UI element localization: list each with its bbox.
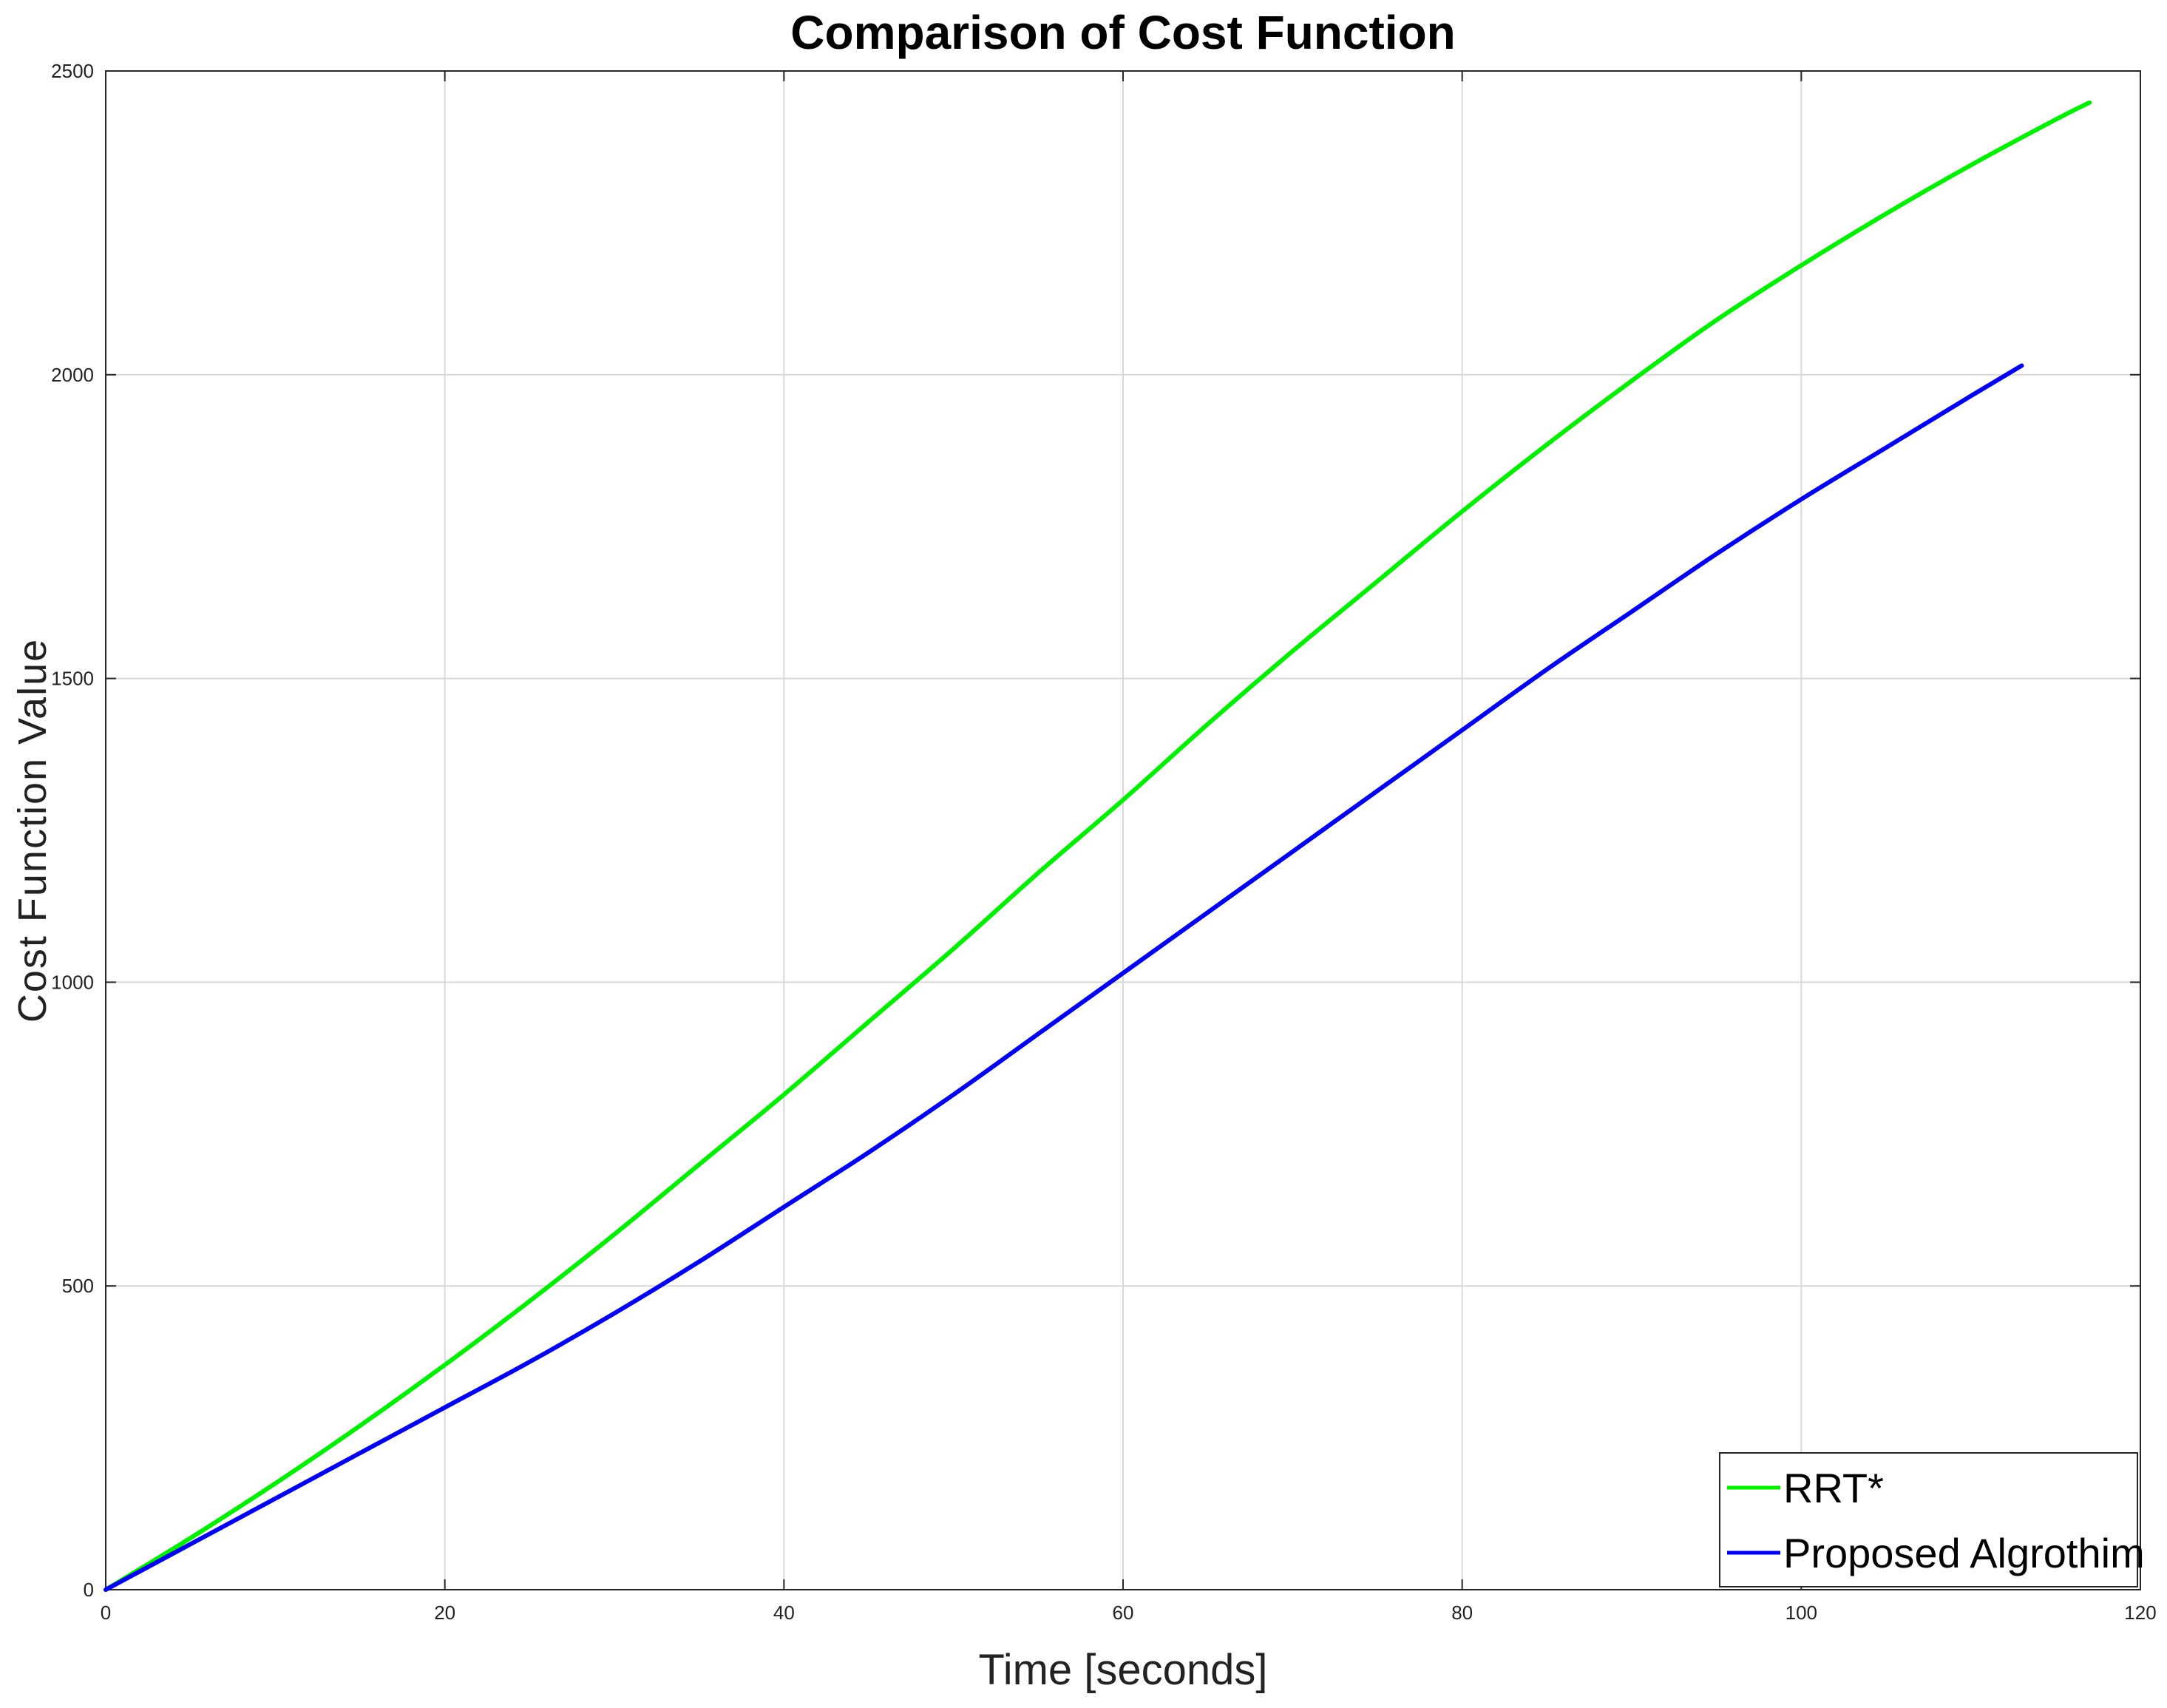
y-tick-label: 2500: [51, 60, 94, 82]
x-axis-ticks: 0 20 40 60 80 100 120: [101, 71, 2157, 1624]
x-tick-label: 20: [434, 1602, 455, 1624]
legend-box: [1719, 1452, 2138, 1587]
y-tick-label: 0: [84, 1579, 94, 1601]
series-line-rrt-star: [104, 100, 2092, 1592]
x-tick-label: 120: [2124, 1602, 2156, 1624]
grid-lines: [106, 71, 2140, 1590]
legend-label-proposed: Proposed Algrothim: [1783, 1530, 2145, 1576]
x-tick-label: 0: [101, 1602, 111, 1624]
y-tick-label: 1000: [51, 971, 94, 993]
series-line-proposed: [104, 363, 2024, 1592]
y-tick-label: 1500: [51, 668, 94, 690]
y-axis-ticks: 0 500 1000 1500 2000 2500: [51, 60, 2140, 1601]
series-lines: [104, 100, 2092, 1592]
x-tick-label: 100: [1786, 1602, 1817, 1624]
chart-title: Comparison of Cost Function: [790, 6, 1456, 59]
x-tick-label: 40: [773, 1602, 795, 1624]
y-axis-label: Cost Function Value: [10, 638, 55, 1023]
legend-label-rrt-star: RRT*: [1783, 1465, 1884, 1511]
y-tick-label: 500: [62, 1275, 94, 1297]
legend: RRT* Proposed Algrothim: [1719, 1452, 2145, 1587]
x-tick-label: 80: [1451, 1602, 1473, 1624]
x-axis-label: Time [seconds]: [978, 1646, 1267, 1694]
x-tick-label: 60: [1113, 1602, 1134, 1624]
y-tick-label: 2000: [51, 364, 94, 386]
